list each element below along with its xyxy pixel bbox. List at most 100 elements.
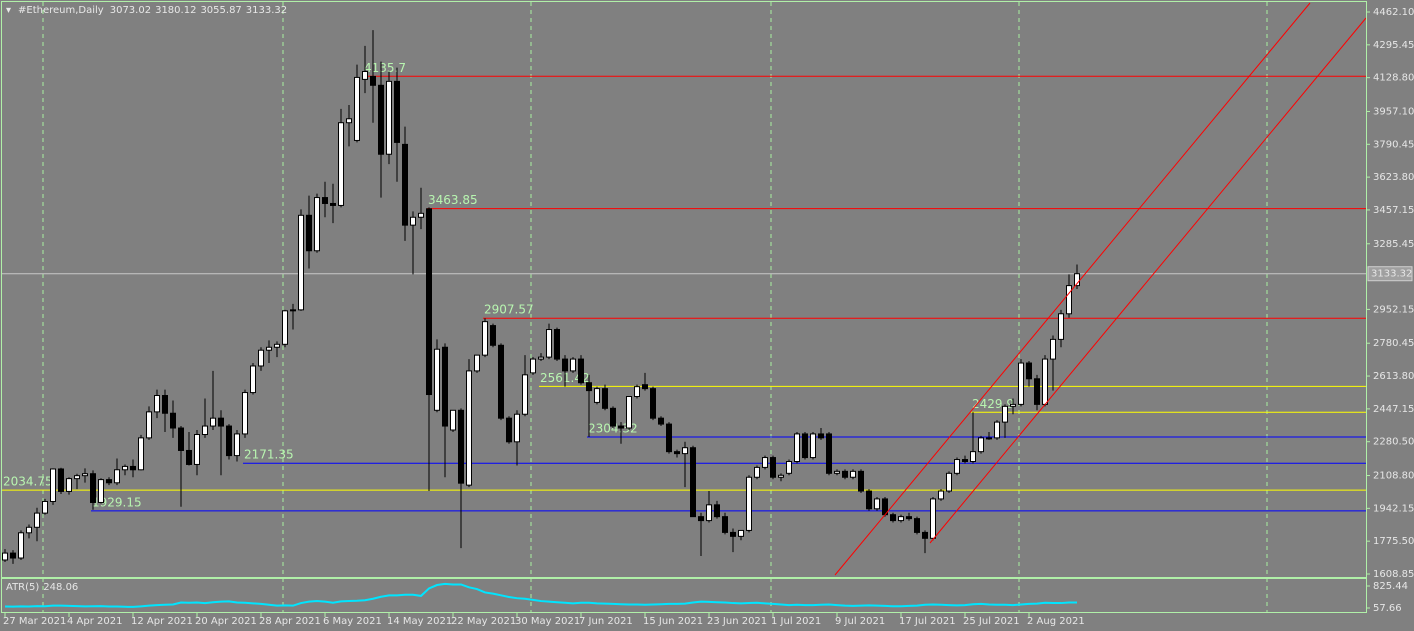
candle-body <box>186 449 192 465</box>
candle-body <box>146 411 152 439</box>
candle-body <box>338 122 344 206</box>
candle-body <box>858 470 864 492</box>
atr-label: ATR(5) 248.06 <box>6 582 78 593</box>
channel-line <box>929 17 1367 544</box>
candle-body <box>842 470 848 478</box>
candle-body <box>10 552 16 559</box>
x-tick-label: 30 May 2021 <box>515 616 580 627</box>
x-tick-label: 12 Apr 2021 <box>131 616 193 627</box>
level-label: 2171.35 <box>244 448 294 462</box>
candle-body <box>626 396 632 429</box>
candle-body <box>1018 362 1024 405</box>
axis: 4462.10 4295.45 4128.80 3957.10 3790.45 3623.… <box>3 7 1414 627</box>
price-label: 3133.32 <box>1371 269 1412 280</box>
candle-body <box>74 475 80 480</box>
candle-body <box>666 423 672 453</box>
candle-body <box>322 197 328 204</box>
candle-body <box>194 434 200 465</box>
candle-body <box>658 417 664 425</box>
candle-body <box>450 409 456 431</box>
candle-body <box>178 427 184 451</box>
candle-body <box>66 478 72 492</box>
atr-panel: 825.44 57.66 <box>4 581 1408 614</box>
candle-body <box>370 75 376 86</box>
candle-body <box>18 532 24 559</box>
candle-body <box>530 358 536 374</box>
candle-body <box>434 348 440 411</box>
candle-body <box>834 470 840 474</box>
candle-body <box>538 356 544 360</box>
candle-body <box>954 459 960 474</box>
candle-body <box>418 212 424 218</box>
candle-body <box>474 354 480 372</box>
atr-line <box>4 582 1078 608</box>
candle-body <box>42 500 48 514</box>
candle-body <box>618 425 624 429</box>
candle-body <box>210 417 216 427</box>
candle-body <box>890 514 896 522</box>
atr-tick-label: 825.44 <box>1373 581 1408 592</box>
candle-body <box>410 216 416 226</box>
candle-body <box>90 473 96 503</box>
candle-body <box>218 417 224 427</box>
x-tick-label: 1 Jul 2021 <box>771 616 821 627</box>
price-label-box <box>1367 266 1413 282</box>
candle-body <box>930 498 936 539</box>
header-arrow: ▾ <box>6 5 11 16</box>
x-tick-label: 14 May 2021 <box>387 616 452 627</box>
y-tick-label: 3457.15 <box>1373 205 1414 216</box>
y-tick-label: 4462.10 <box>1373 7 1414 18</box>
candle-body <box>1042 358 1048 405</box>
candle-body <box>738 529 744 537</box>
candle-body <box>722 516 728 533</box>
candle-body <box>594 388 600 403</box>
candle-body <box>802 433 808 459</box>
candle-body <box>402 143 408 226</box>
candle-body <box>274 343 280 348</box>
candle-body <box>818 433 824 439</box>
candle-body <box>554 329 560 360</box>
open-value: 3073.02 <box>110 5 151 16</box>
candle-body <box>34 512 40 528</box>
x-tick-label: 17 Jul 2021 <box>899 616 956 627</box>
level-label: 2034.75 <box>3 475 53 489</box>
candle-body <box>394 80 400 143</box>
candle-body <box>906 516 912 520</box>
candle-body <box>114 469 120 484</box>
candle-body <box>602 388 608 409</box>
y-tick-label: 1608.85 <box>1373 569 1414 580</box>
candle-body <box>1026 362 1032 380</box>
level-label: 3463.85 <box>428 193 478 207</box>
candle-body <box>202 425 208 436</box>
candle-body <box>682 447 688 455</box>
y-tick-label: 3957.10 <box>1373 106 1414 117</box>
candle-body <box>1002 405 1008 423</box>
atr-value: 248.06 <box>43 582 78 593</box>
candle-body <box>922 531 928 539</box>
candle-body <box>986 437 992 440</box>
high-value: 3180.12 <box>155 5 196 16</box>
candle-body <box>522 374 528 415</box>
candle-body <box>610 407 616 427</box>
x-tick-label: 2 Aug 2021 <box>1027 616 1085 627</box>
symbol-title: #Ethereum,Daily <box>18 5 104 16</box>
y-tick-label: 2952.15 <box>1373 304 1414 315</box>
candle-body <box>1066 285 1072 315</box>
candle-body <box>730 531 736 537</box>
candle-body <box>1050 338 1056 360</box>
candle-body <box>778 474 784 478</box>
y-tick-label: 3623.80 <box>1373 172 1414 183</box>
y-tick-label: 4295.45 <box>1373 40 1414 51</box>
candle-body <box>562 358 568 372</box>
candle-body <box>106 479 112 484</box>
candle-body <box>874 498 880 510</box>
x-tick-label: 4 Apr 2021 <box>67 616 122 627</box>
candle-body <box>1010 403 1016 407</box>
candle-body <box>250 365 256 394</box>
y-tick-label: 2613.80 <box>1373 371 1414 382</box>
candle-body <box>482 321 488 356</box>
level-label: 4135.7 <box>364 61 406 75</box>
x-tick-label: 20 Apr 2021 <box>195 616 257 627</box>
candle-body <box>970 451 976 462</box>
candle-body <box>138 437 144 471</box>
